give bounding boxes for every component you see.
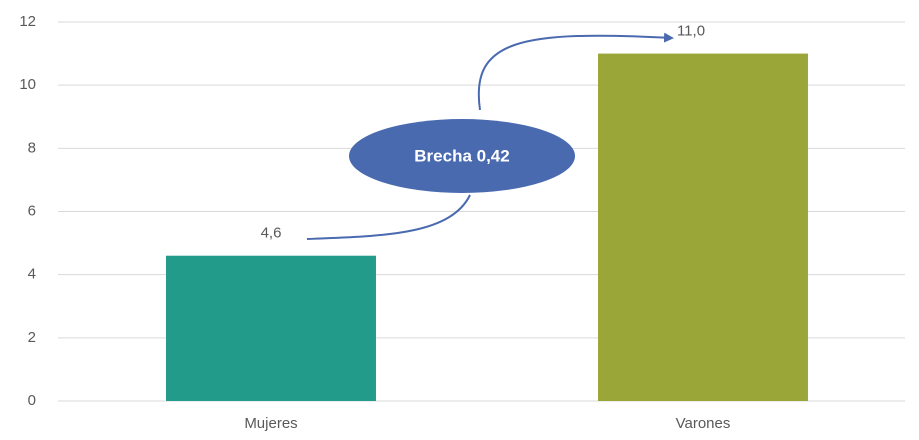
bar <box>598 53 808 401</box>
x-tick-label: Varones <box>676 415 731 432</box>
x-tick-label: Mujeres <box>244 415 297 432</box>
bars <box>166 53 808 401</box>
bar <box>166 255 376 401</box>
y-tick-label: 12 <box>19 13 36 30</box>
y-tick-label: 0 <box>28 392 36 409</box>
y-tick-label: 6 <box>28 202 36 219</box>
y-tick-label: 8 <box>28 139 36 156</box>
y-tick-label: 4 <box>28 266 36 283</box>
y-tick-label: 2 <box>28 329 36 346</box>
annotation-bubble <box>349 119 575 193</box>
data-label: 11,0 <box>677 23 705 40</box>
y-tick-label: 10 <box>19 76 36 93</box>
connector <box>306 194 471 240</box>
annotation: Brecha 0,42 <box>414 146 509 165</box>
arrow <box>477 32 674 111</box>
data-label: 4,6 <box>261 225 282 242</box>
